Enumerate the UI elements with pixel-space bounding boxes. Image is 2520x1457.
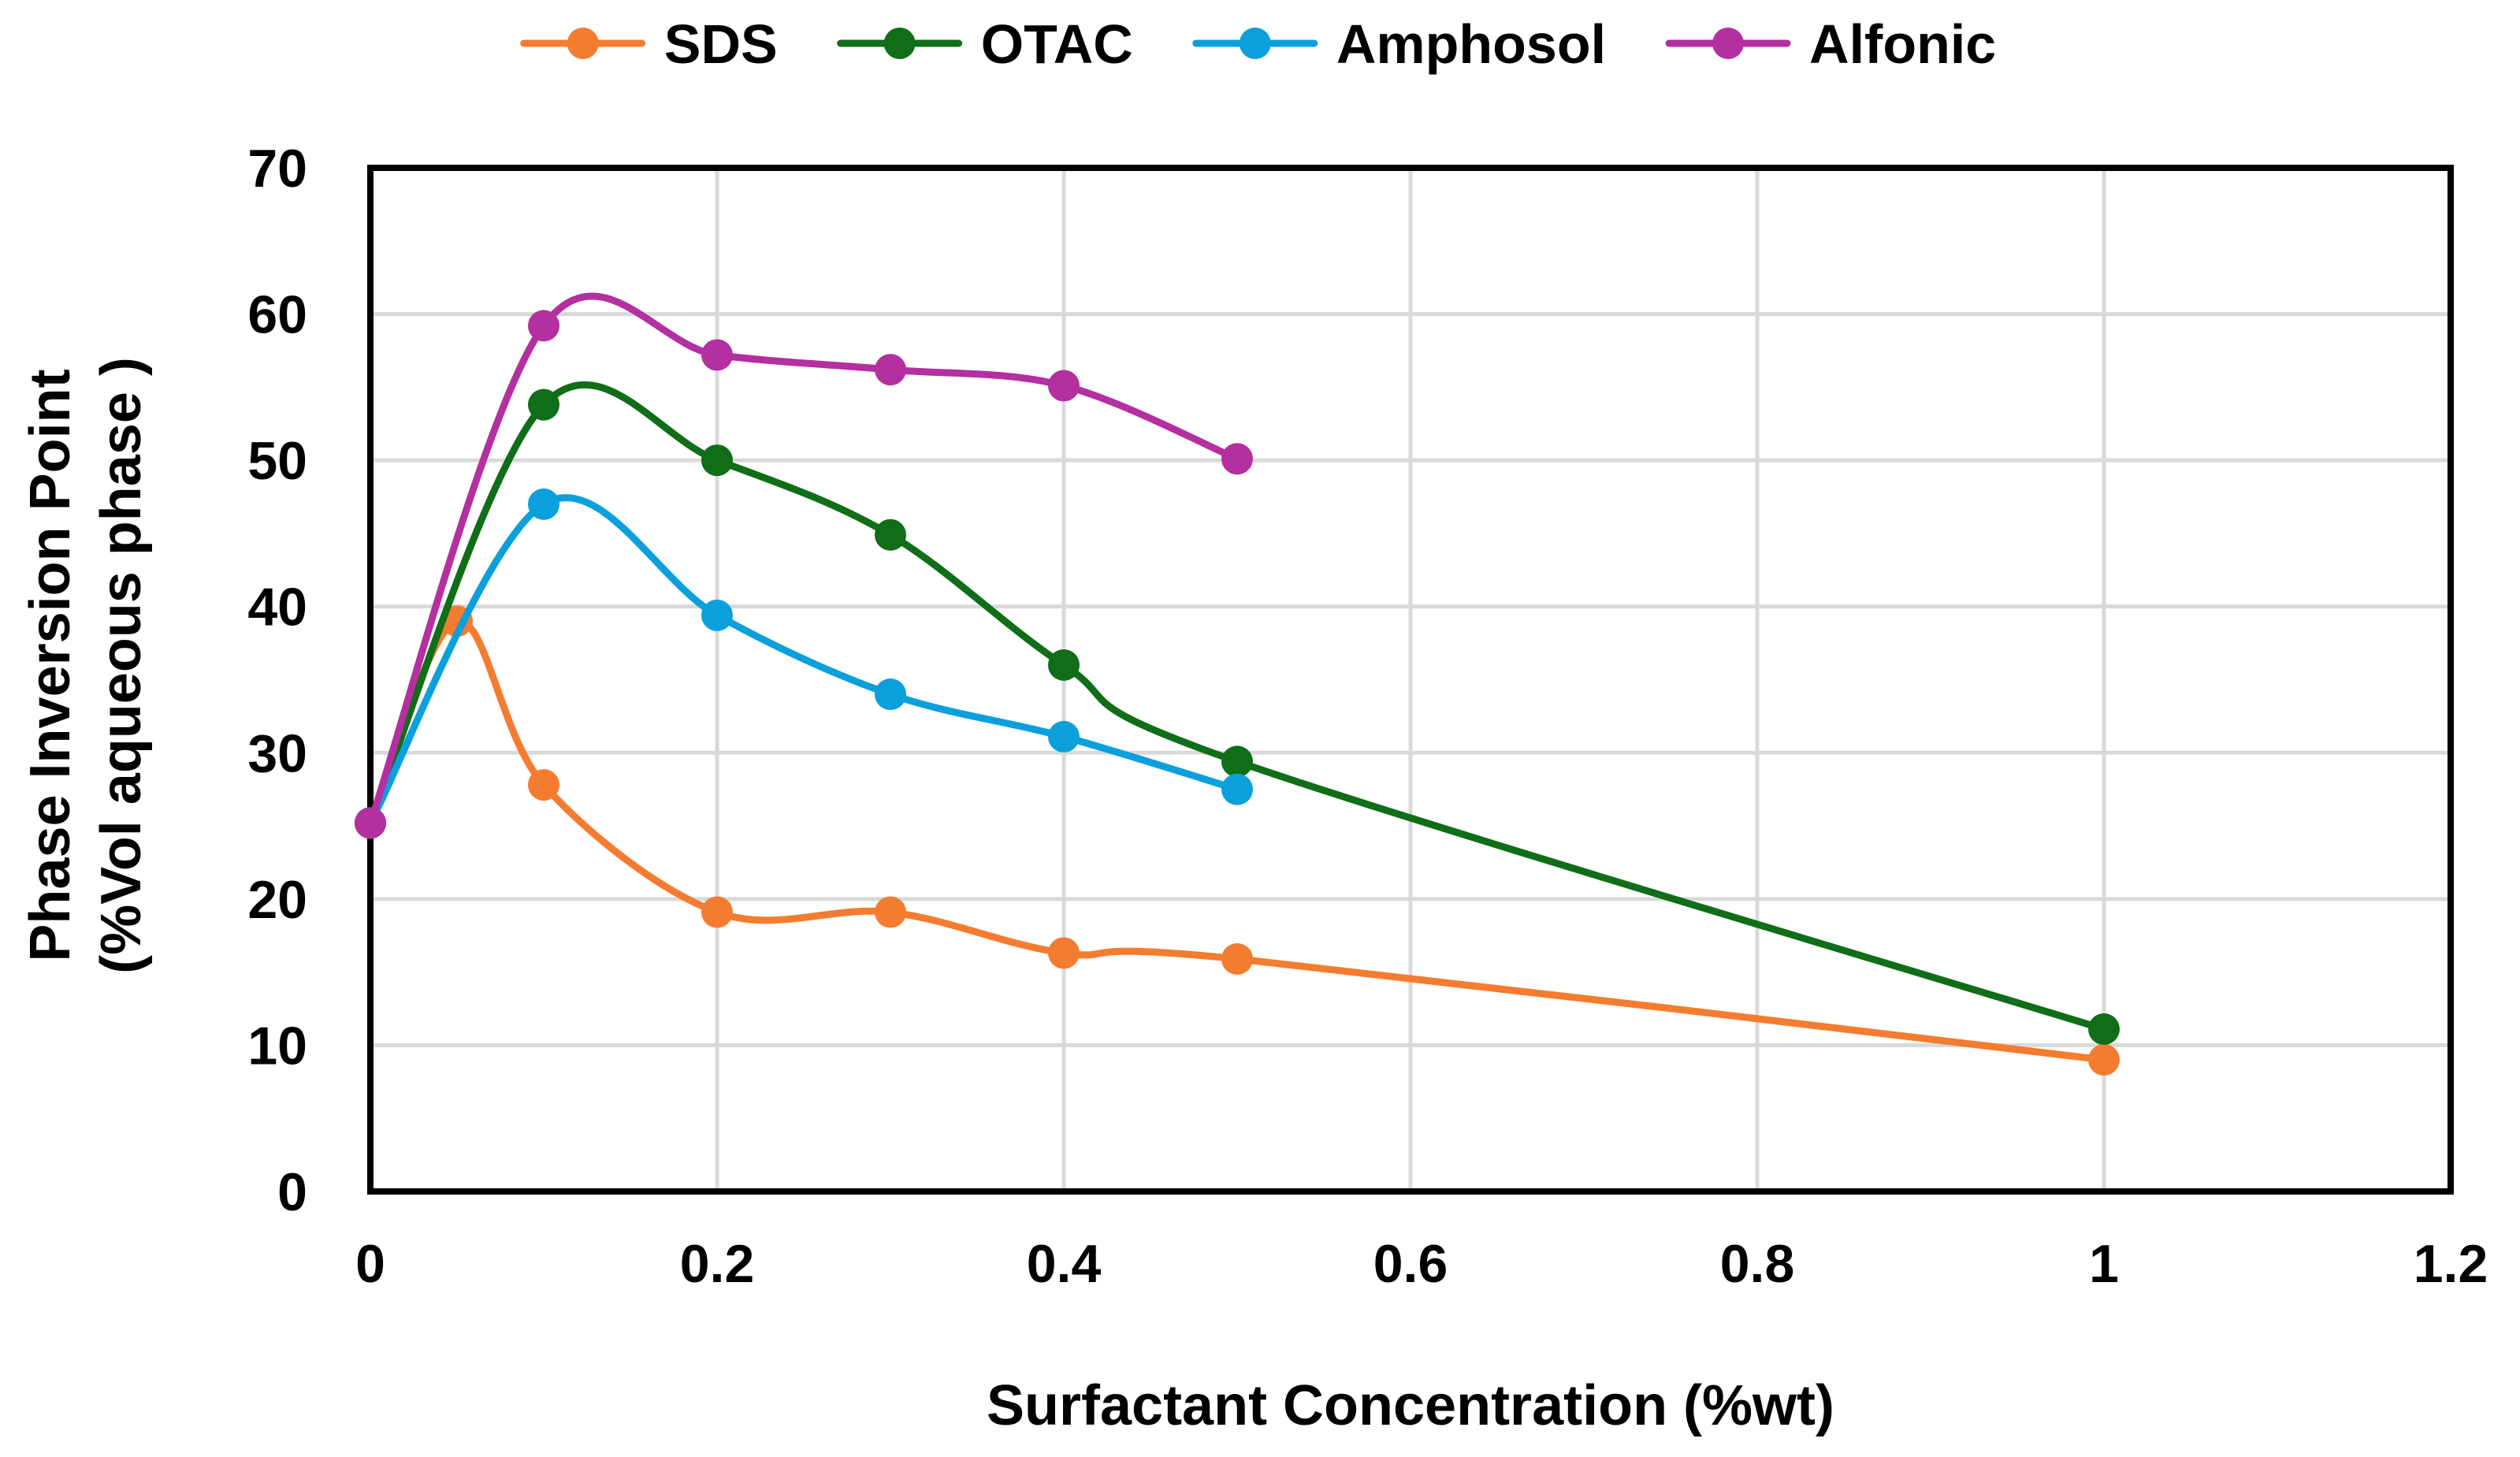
y-tick-label: 30 — [247, 723, 307, 783]
legend-swatch-marker — [883, 28, 916, 59]
legend-item-otac: OTAC — [837, 13, 1133, 75]
data-point-otac — [528, 388, 559, 421]
x-tick-label: 0.6 — [1373, 1234, 1448, 1294]
legend-label: OTAC — [981, 13, 1133, 75]
y-axis-title-line-2: (%Vol aqueous phase ) — [90, 357, 153, 974]
data-point-sds — [701, 896, 733, 928]
data-point-alfonic — [701, 339, 733, 371]
gridlines — [370, 168, 2451, 1191]
data-point-otac — [2088, 1013, 2120, 1046]
legend-label: Alfonic — [1809, 13, 1996, 75]
legend-item-amphosol: Amphosol — [1192, 13, 1606, 75]
legend-swatch-marker — [1239, 28, 1271, 59]
data-point-alfonic — [1048, 370, 1080, 402]
data-point-sds — [1048, 937, 1080, 969]
legend-swatch-marker — [1712, 28, 1745, 59]
data-point-alfonic — [1221, 443, 1253, 475]
x-tick-label: 0.2 — [680, 1234, 755, 1294]
data-point-amphosol — [875, 678, 906, 711]
data-point-otac — [1048, 649, 1080, 681]
x-tick-label: 0 — [355, 1234, 385, 1294]
y-axis-title-line-1: Phase Inversion Point — [19, 369, 82, 961]
data-point-otac — [701, 444, 733, 477]
x-tick-label: 1.2 — [2414, 1234, 2488, 1294]
data-point-sds — [875, 896, 906, 928]
data-point-alfonic — [355, 807, 386, 839]
x-tick-label: 1 — [2089, 1234, 2119, 1294]
y-tick-label: 0 — [277, 1162, 307, 1222]
y-tick-label: 40 — [247, 578, 307, 637]
x-tick-label: 0.4 — [1027, 1234, 1102, 1294]
data-point-alfonic — [528, 310, 559, 342]
data-point-otac — [1221, 745, 1253, 778]
legend-label: SDS — [664, 13, 778, 75]
data-point-sds — [1221, 942, 1253, 975]
y-tick-label: 20 — [247, 870, 307, 930]
plot-area-frame — [367, 165, 2454, 1195]
legend-label: Amphosol — [1336, 13, 1606, 75]
y-axis-tick-labels: 0 10 20 30 40 50 60 70 — [247, 139, 307, 1222]
x-tick-label: 0.8 — [1720, 1234, 1795, 1294]
y-tick-label: 10 — [247, 1016, 307, 1076]
series-line-otac — [366, 381, 2108, 1033]
data-point-otac — [875, 518, 906, 551]
data-point-amphosol — [1048, 720, 1080, 753]
data-point-amphosol — [701, 599, 733, 631]
data-point-amphosol — [1221, 773, 1253, 805]
data-point-amphosol — [528, 488, 559, 520]
legend: SDS OTAC Amphosol Alfonic — [520, 13, 1996, 75]
y-tick-label: 70 — [247, 139, 307, 199]
data-point-sds — [2088, 1043, 2120, 1076]
x-axis-tick-labels: 0 0.2 0.4 0.6 0.8 1 1.2 — [355, 1234, 2488, 1294]
series-layer — [355, 292, 2120, 1076]
data-point-alfonic — [875, 354, 906, 386]
y-tick-label: 50 — [247, 431, 307, 491]
legend-swatch-marker — [567, 28, 599, 59]
legend-item-sds: SDS — [520, 13, 778, 75]
x-axis-title: Surfactant Concentration (%wt) — [987, 1374, 1834, 1437]
y-tick-label: 60 — [247, 285, 307, 345]
series-sds — [355, 605, 2120, 1076]
series-line-sds — [366, 617, 2108, 1064]
series-alfonic — [355, 292, 1253, 839]
legend-item-alfonic: Alfonic — [1665, 13, 1996, 75]
series-line-amphosol — [366, 494, 1241, 827]
data-point-sds — [528, 769, 559, 801]
